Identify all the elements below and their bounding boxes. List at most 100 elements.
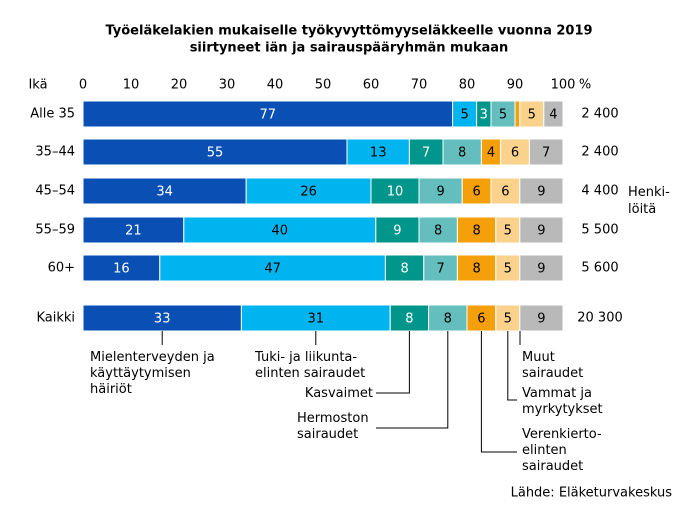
x-tick-label: 10 <box>123 78 140 93</box>
total-label: 2 400 <box>581 107 618 122</box>
legend-label: Verenkierto-elinten sairaudet <box>522 427 602 474</box>
legend-label: Vammat ja myrkytykset <box>522 386 603 417</box>
legend-label: Kasvaimet <box>305 386 373 401</box>
legend-label: Muut sairaudet <box>522 350 583 381</box>
data-label: 9 <box>436 185 444 200</box>
bar-segment <box>442 138 482 166</box>
x-tick-label: 80 <box>459 78 476 93</box>
total-label: 5 600 <box>581 261 618 276</box>
bar-segment <box>82 304 242 332</box>
bar-segment <box>519 216 564 244</box>
data-label: 5 <box>504 224 512 239</box>
totals-label: Henki-löitä <box>628 185 670 217</box>
y-tick-label: 45–54 <box>35 184 75 199</box>
data-label: 10 <box>387 185 404 200</box>
data-label: 9 <box>537 312 545 327</box>
bar-segment <box>82 216 185 244</box>
data-label: 3 <box>480 108 488 123</box>
data-label: 77 <box>260 108 277 123</box>
bar-segment <box>519 304 564 332</box>
data-label: 31 <box>308 312 325 327</box>
chart-title: Työeläkelakien mukaiselle työkyvyttömyys… <box>105 24 592 39</box>
bar-segment <box>519 254 564 282</box>
data-label: 6 <box>472 185 480 200</box>
bar-segment <box>452 100 478 128</box>
bar-segment <box>408 138 444 166</box>
chart-title: siirtyneet iän ja sairauspääryhmän mukaa… <box>190 41 509 56</box>
data-label: 4 <box>549 108 557 123</box>
bar-segment <box>500 138 530 166</box>
data-label: 4 <box>487 146 495 161</box>
bar-segment <box>183 216 377 244</box>
x-tick-label: 0 <box>79 78 87 93</box>
leader-line <box>376 331 449 429</box>
data-label: 5 <box>528 108 536 123</box>
data-label: 6 <box>511 146 519 161</box>
leader-line <box>376 331 410 394</box>
x-tick-label: 20 <box>171 78 188 93</box>
y-tick-label: 35–44 <box>35 145 75 160</box>
legend-label: Mielenterveyden ja käyttäytymisen häiriöt <box>90 350 215 397</box>
data-label: 5 <box>504 262 512 277</box>
data-label: 7 <box>436 262 444 277</box>
bar-segment <box>456 216 497 244</box>
data-label: 40 <box>272 224 289 239</box>
x-tick-label: 30 <box>219 78 236 93</box>
bar-segment <box>528 138 564 166</box>
x-tick-label: 40 <box>267 78 284 93</box>
bar-segment <box>384 254 425 282</box>
x-tick-label: 60 <box>363 78 380 93</box>
x-tick-label: 90 <box>507 78 524 93</box>
bar-segment <box>82 138 348 166</box>
data-label: 6 <box>477 312 485 327</box>
x-tick-label: 100 <box>551 78 576 93</box>
data-label: 5 <box>499 108 507 123</box>
x-tick-label: 50 <box>315 78 332 93</box>
total-label: 4 400 <box>581 184 618 199</box>
data-label: 33 <box>154 312 171 327</box>
data-label: 9 <box>537 224 545 239</box>
bar-segment <box>495 254 521 282</box>
total-label: 5 500 <box>581 223 618 238</box>
data-label: 7 <box>542 146 550 161</box>
data-label: 5 <box>504 312 512 327</box>
data-label: 7 <box>422 146 430 161</box>
data-label: 55 <box>207 146 224 161</box>
bar-segment <box>543 100 564 128</box>
data-label: 21 <box>125 224 142 239</box>
data-label: 8 <box>472 262 480 277</box>
bar-segment <box>519 177 564 205</box>
total-label: 2 400 <box>581 145 618 160</box>
bar-segment <box>82 254 161 282</box>
bar-segment <box>495 216 521 244</box>
data-label: 26 <box>300 185 317 200</box>
bar-segment <box>490 177 521 205</box>
data-label: 8 <box>472 224 480 239</box>
data-label: 47 <box>264 262 281 277</box>
data-label: 8 <box>400 262 408 277</box>
leader-line <box>507 331 517 401</box>
bar-segment <box>82 177 247 205</box>
bar-segment <box>370 177 420 205</box>
axis-label: Ikä <box>28 78 47 93</box>
axis-unit: % <box>579 78 591 93</box>
data-label: 6 <box>501 185 509 200</box>
data-label: 9 <box>393 224 401 239</box>
source: Lähde: Eläketurvakeskus <box>511 486 673 501</box>
bar-segment <box>159 254 386 282</box>
legend-label: Hermoston sairaudet <box>297 411 369 442</box>
data-label: 5 <box>460 108 468 123</box>
y-tick-label: 55–59 <box>35 223 75 238</box>
legend-label: Tuki- ja liikunta-elinten sairaudet <box>254 350 365 381</box>
bar-segment <box>418 216 458 244</box>
data-label: 16 <box>113 262 130 277</box>
bar-segment <box>490 100 516 128</box>
y-tick-label: Alle 35 <box>30 107 75 122</box>
y-tick-label: Kaikki <box>36 311 75 326</box>
bar-segment <box>346 138 410 166</box>
bar-segment <box>82 100 454 128</box>
data-label: 9 <box>537 185 545 200</box>
data-label: 9 <box>537 262 545 277</box>
data-label: 8 <box>444 312 452 327</box>
